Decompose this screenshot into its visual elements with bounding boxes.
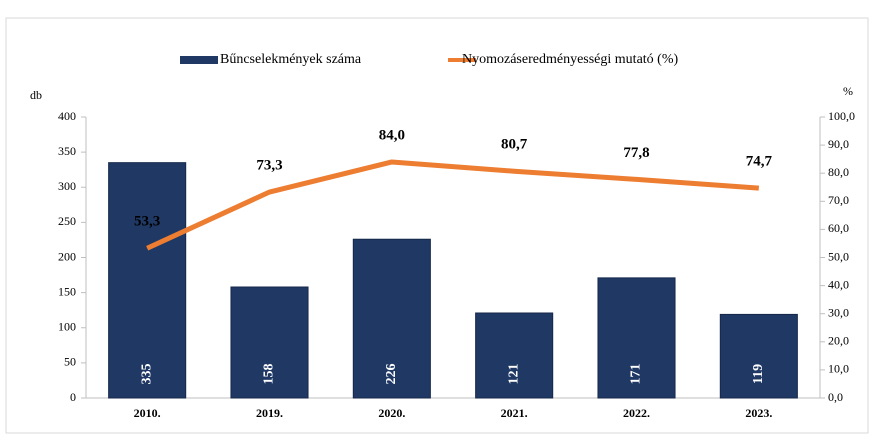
y2-tick-label: 80,0 (828, 165, 849, 179)
x-tick-label: 2020. (378, 406, 405, 420)
legend-swatch (180, 56, 218, 64)
y-tick-label: 300 (58, 179, 76, 193)
bar-value-label: 121 (506, 364, 521, 385)
line (147, 162, 759, 248)
y-tick-label: 250 (58, 214, 76, 228)
line-value-label: 74,7 (746, 154, 773, 170)
y2-tick-label: 0,0 (828, 390, 843, 404)
line-value-label: 77,8 (623, 145, 649, 161)
bar-value-label: 171 (629, 364, 644, 385)
y-tick-label: 100 (58, 320, 76, 334)
x-tick-label: 2023. (745, 406, 772, 420)
y-tick-label: 350 (58, 144, 76, 158)
chart: db % 0 50 100 150 200 250 300 350 400 0,0 10,0 20,0… (0, 0, 874, 439)
y-tick-label: 50 (64, 355, 76, 369)
y2-axis-label: % (843, 84, 853, 98)
x-tick-label: 2021. (501, 406, 528, 420)
bar-value-label: 119 (751, 364, 766, 384)
y2-tick-label: 60,0 (828, 221, 849, 235)
bar (109, 163, 186, 398)
y-tick-label: 400 (58, 109, 76, 123)
line-value-label: 84,0 (379, 127, 405, 143)
bar (720, 314, 797, 398)
x-tick-label: 2022. (623, 406, 650, 420)
y2-tick-label: 70,0 (828, 193, 849, 207)
y2-tick-label: 20,0 (828, 334, 849, 348)
bar-value-label: 335 (139, 364, 154, 385)
line-value-label: 80,7 (501, 137, 528, 153)
y2-tick-label: 40,0 (828, 277, 849, 291)
y2-tick-label: 50,0 (828, 249, 849, 263)
legend-label: Bűncselekmények száma (220, 52, 362, 67)
y-axis-label: db (30, 88, 42, 102)
line-value-label: 53,3 (134, 214, 160, 230)
y2-tick-label: 100,0 (828, 109, 855, 123)
page: {"chart_data": { "type": "bar", "categor… (0, 0, 874, 439)
x-tick-label: 2010. (134, 406, 161, 420)
bar-value-label: 158 (262, 364, 277, 385)
y2-tick-label: 30,0 (828, 305, 849, 319)
y2-tick-label: 90,0 (828, 137, 849, 151)
bar-value-label: 226 (384, 364, 399, 385)
line-value-label: 73,3 (256, 157, 282, 173)
y-tick-label: 150 (58, 284, 76, 298)
y2-tick-label: 10,0 (828, 362, 849, 376)
x-tick-label: 2019. (256, 406, 283, 420)
y-tick-label: 0 (70, 390, 76, 404)
y-tick-label: 200 (58, 249, 76, 263)
legend-label: Nyomozáseredményességi mutató (%) (462, 52, 678, 67)
